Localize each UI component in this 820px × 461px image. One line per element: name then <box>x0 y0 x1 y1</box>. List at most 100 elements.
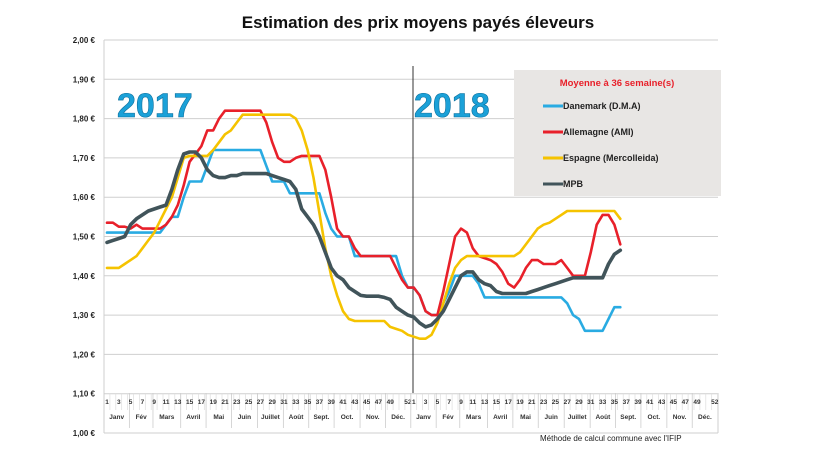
legend: Moyenne à 36 semaine(s) Danemark (D.M.A)… <box>514 70 721 196</box>
series-line-3 <box>105 150 623 329</box>
week-label: 47 <box>682 399 690 406</box>
month-label: Oct. <box>341 414 354 421</box>
chart-title: Estimation des prix moyens payés éleveur… <box>242 13 594 32</box>
month-label: Janv <box>416 414 431 421</box>
week-label: 13 <box>174 399 182 406</box>
legend-title: Moyenne à 36 semaine(s) <box>560 78 675 89</box>
week-label: 23 <box>540 399 548 406</box>
y-tick-label: 1,70 € <box>73 154 96 163</box>
legend-entry: Allemagne (AMI) <box>563 127 634 137</box>
series-line-2 <box>105 113 622 341</box>
month-label: Juin <box>238 414 251 421</box>
method-note: Méthode de calcul commune avec l'IFIP <box>540 434 682 443</box>
week-label: 35 <box>611 399 619 406</box>
week-label: 52 <box>711 399 719 406</box>
week-label: 29 <box>269 399 277 406</box>
month-label: Mai <box>213 414 224 421</box>
week-label: 33 <box>599 399 607 406</box>
week-label: 15 <box>186 399 194 406</box>
week-label: 23 <box>233 399 241 406</box>
week-label: 17 <box>198 399 206 406</box>
week-label: 15 <box>493 399 501 406</box>
legend-entry: Danemark (D.M.A) <box>563 101 641 111</box>
series-lines <box>105 109 623 341</box>
week-label: 33 <box>292 399 300 406</box>
week-label: 5 <box>129 399 133 406</box>
week-label: 19 <box>516 399 524 406</box>
month-label: Juin <box>545 414 558 421</box>
y-axis-ticks: 1,00 € 1,10 € 1,20 € 1,30 € 1,40 € 1,50 € 1,60… <box>73 36 96 438</box>
week-label: 49 <box>693 399 701 406</box>
week-label: 3 <box>117 399 121 406</box>
week-label: 43 <box>351 399 359 406</box>
week-label: 41 <box>339 399 347 406</box>
legend-entry: MPB <box>563 179 584 189</box>
week-label: 43 <box>658 399 666 406</box>
series-line-1 <box>105 109 622 317</box>
month-label: Janv <box>109 414 124 421</box>
month-label: Mars <box>466 414 482 421</box>
week-label: 19 <box>210 399 218 406</box>
week-label: 31 <box>587 399 595 406</box>
y-tick-label: 1,30 € <box>73 311 96 320</box>
week-label: 35 <box>304 399 312 406</box>
month-label: Déc. <box>391 414 405 421</box>
y-tick-label: 1,10 € <box>73 390 96 399</box>
x-axis: Janv Fév Mars Avril Mai Juin Juillet Août Sept. O… <box>103 393 719 428</box>
week-label: 27 <box>564 399 572 406</box>
month-label: Avril <box>493 414 507 421</box>
week-label: 9 <box>459 399 463 406</box>
month-label: Fév <box>136 414 148 421</box>
week-label: 37 <box>623 399 631 406</box>
week-label: 7 <box>141 399 145 406</box>
month-label: Août <box>595 414 611 421</box>
y-tick-label: 1,00 € <box>73 429 96 438</box>
y-tick-label: 1,20 € <box>73 350 96 359</box>
week-label: 21 <box>221 399 229 406</box>
week-label: 39 <box>634 399 642 406</box>
week-label: 29 <box>575 399 583 406</box>
month-label: Avril <box>186 414 200 421</box>
week-label: 41 <box>646 399 654 406</box>
week-label: 11 <box>163 399 170 406</box>
month-label: Sept. <box>620 414 636 421</box>
week-label: 7 <box>447 399 451 406</box>
week-label: 31 <box>280 399 288 406</box>
y-tick-label: 1,80 € <box>73 115 96 124</box>
week-label: 9 <box>152 399 156 406</box>
week-label: 13 <box>481 399 489 406</box>
week-label: 3 <box>424 399 428 406</box>
week-label: 52 <box>404 399 412 406</box>
week-label: 39 <box>328 399 336 406</box>
month-label: Août <box>289 414 305 421</box>
month-label: Fév <box>442 414 454 421</box>
week-label: 27 <box>257 399 265 406</box>
legend-entry: Espagne (Mercolleida) <box>563 153 659 163</box>
y-tick-label: 1,60 € <box>73 193 96 202</box>
y-tick-label: 1,90 € <box>73 75 96 84</box>
week-label: 1 <box>105 399 109 406</box>
week-label: 11 <box>469 399 476 406</box>
year-label-2018: 2018 <box>414 87 490 125</box>
month-label: Mars <box>159 414 175 421</box>
month-label: Nov. <box>673 414 687 421</box>
y-tick-label: 1,50 € <box>73 233 96 242</box>
week-label: 17 <box>505 399 513 406</box>
y-tick-label: 2,00 € <box>73 36 96 45</box>
month-label: Juillet <box>261 414 281 421</box>
week-label: 21 <box>528 399 536 406</box>
week-label: 25 <box>552 399 560 406</box>
week-label: 25 <box>245 399 253 406</box>
week-label: 49 <box>387 399 395 406</box>
month-label: Juillet <box>568 414 588 421</box>
y-tick-label: 1,40 € <box>73 272 96 281</box>
month-label: Nov. <box>366 414 380 421</box>
month-label: Déc. <box>698 414 712 421</box>
week-label: 45 <box>670 399 678 406</box>
week-label: 1 <box>412 399 416 406</box>
week-label: 47 <box>375 399 383 406</box>
week-label: 45 <box>363 399 371 406</box>
week-label: 5 <box>436 399 440 406</box>
month-label: Sept. <box>313 414 329 421</box>
